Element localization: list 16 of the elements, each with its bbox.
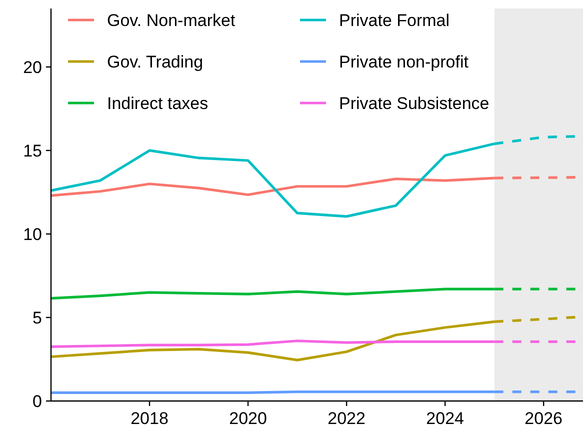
legend-label: Private Subsistence <box>339 94 490 113</box>
y-tick-label: 15 <box>23 141 42 160</box>
legend-label: Private non-profit <box>339 52 469 72</box>
x-tick-label: 2020 <box>229 409 267 428</box>
x-tick-label: 2018 <box>130 409 168 428</box>
x-tick-label: 2026 <box>524 409 563 428</box>
y-tick-label: 5 <box>32 308 42 328</box>
legend-label: Gov. Non-market <box>107 10 236 30</box>
legend-label: Gov. Trading <box>107 52 204 72</box>
y-tick-label: 10 <box>23 224 42 244</box>
y-tick-label: 20 <box>23 58 42 77</box>
y-tick-label: 0 <box>32 392 42 411</box>
legend-label: Indirect taxes <box>107 94 208 113</box>
x-tick-label: 2022 <box>328 409 366 428</box>
legend-label: Private Formal <box>339 10 450 30</box>
x-tick-label: 2024 <box>426 409 464 428</box>
